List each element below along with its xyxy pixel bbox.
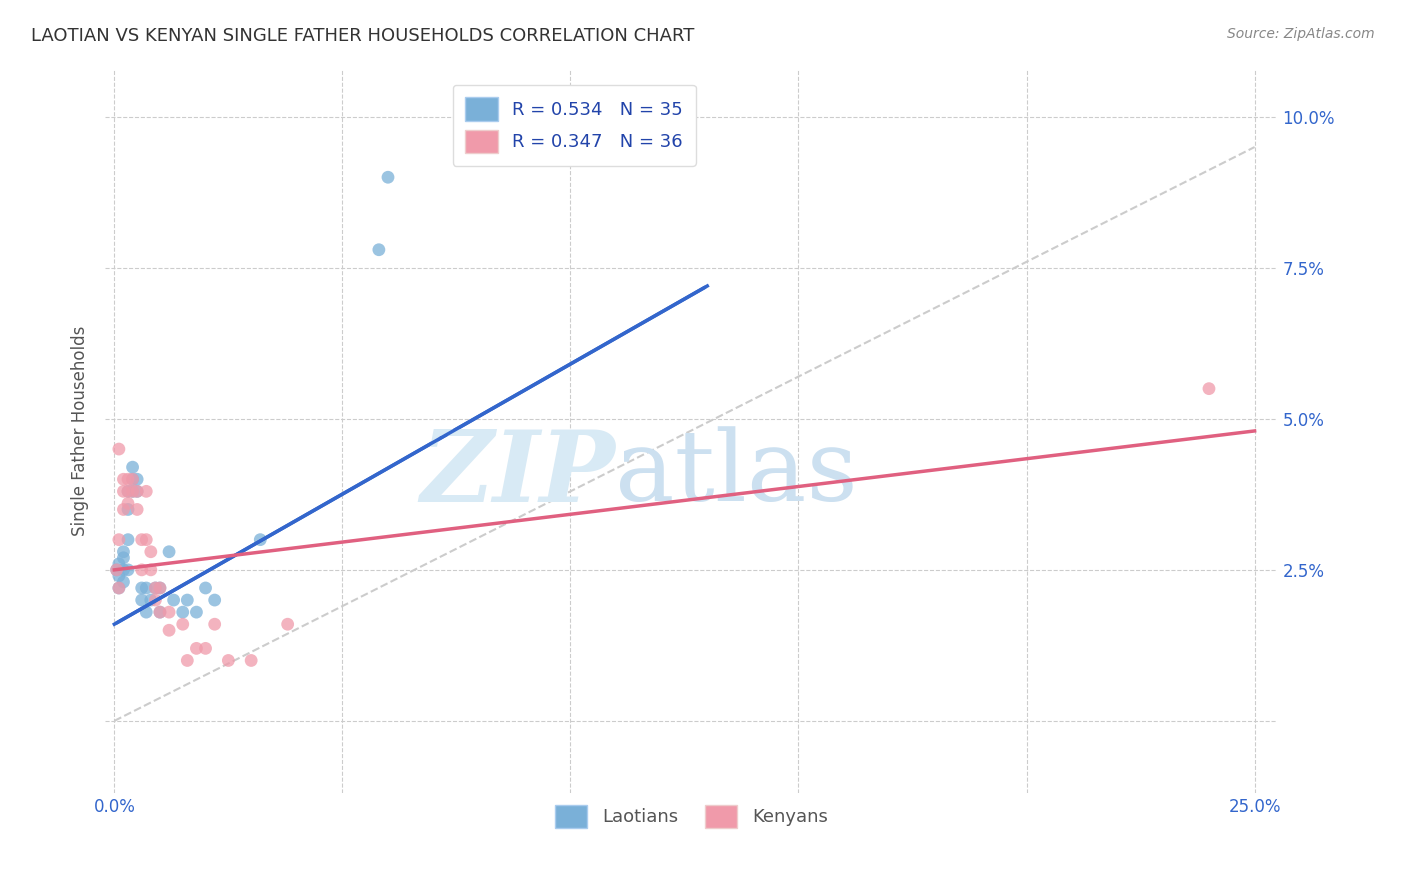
Point [127,484,149,499]
Point [145,593,167,607]
Point [127,472,149,486]
Point [149,581,172,595]
Text: atlas: atlas [614,426,858,523]
Point [112,502,135,516]
Point [157,624,180,638]
Point [105,563,128,577]
Point [135,484,157,499]
Point [176,593,198,607]
Point [121,460,143,475]
Point [105,563,128,577]
Point [112,472,135,486]
Text: Source: ZipAtlas.com: Source: ZipAtlas.com [1227,27,1375,41]
Point [249,533,271,547]
Point [377,170,399,185]
Point [108,557,131,571]
Point [131,581,153,595]
Point [157,545,180,559]
Point [131,593,153,607]
Point [112,545,135,559]
Point [108,569,131,583]
Point [149,581,172,595]
Point [194,581,217,595]
Point [112,484,135,499]
Point [240,653,263,667]
Point [204,617,226,632]
Point [135,581,157,595]
Point [108,581,131,595]
Point [131,533,153,547]
Point [277,617,299,632]
Point [149,605,172,619]
Text: ZIP: ZIP [420,426,614,523]
Point [121,472,143,486]
Point [139,545,162,559]
Y-axis label: Single Father Households: Single Father Households [72,326,89,536]
Point [172,605,194,619]
Text: LAOTIAN VS KENYAN SINGLE FATHER HOUSEHOLDS CORRELATION CHART: LAOTIAN VS KENYAN SINGLE FATHER HOUSEHOL… [31,27,695,45]
Point [121,484,143,499]
Point [121,484,143,499]
Point [135,605,157,619]
Point [186,641,208,656]
Point [121,472,143,486]
Point [117,563,139,577]
Point [1198,382,1220,396]
Point [139,593,162,607]
Point [127,484,149,499]
Point [108,533,131,547]
Point [149,605,172,619]
Point [204,593,226,607]
Point [176,653,198,667]
Point [145,581,167,595]
Point [117,496,139,510]
Point [117,484,139,499]
Point [367,243,389,257]
Point [108,442,131,456]
Point [112,574,135,589]
Point [186,605,208,619]
Point [217,653,239,667]
Point [117,533,139,547]
Point [112,550,135,565]
Point [127,502,149,516]
Point [157,605,180,619]
Point [135,533,157,547]
Point [117,472,139,486]
Point [139,563,162,577]
Point [145,581,167,595]
Point [172,617,194,632]
Point [112,563,135,577]
Point [131,563,153,577]
Point [162,593,184,607]
Point [117,502,139,516]
Legend: Laotians, Kenyans: Laotians, Kenyans [547,797,835,835]
Point [108,581,131,595]
Point [117,484,139,499]
Point [194,641,217,656]
